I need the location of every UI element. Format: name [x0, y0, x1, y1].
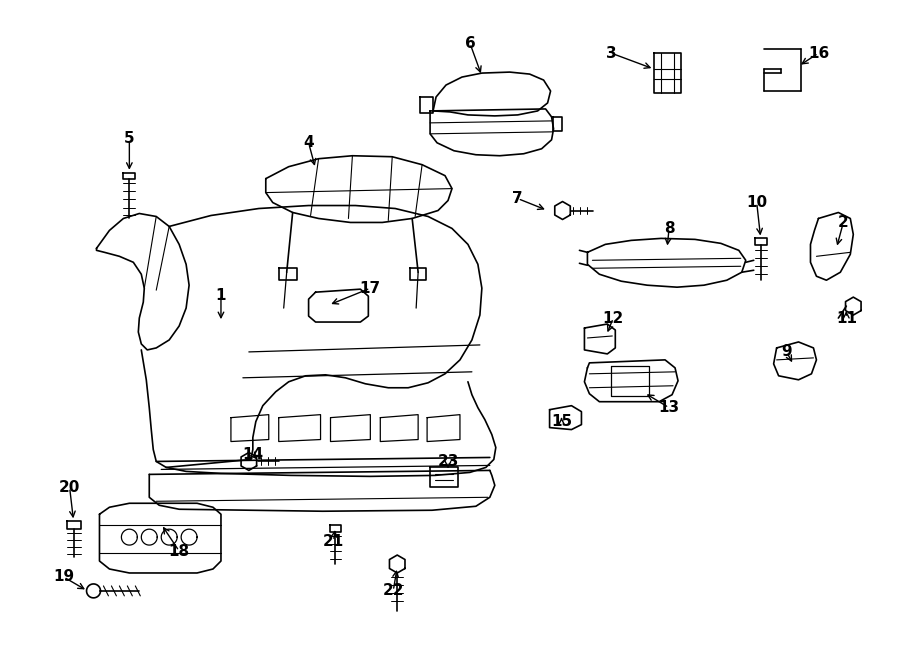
Text: 9: 9 — [781, 344, 792, 360]
Text: 7: 7 — [512, 191, 523, 206]
Text: 14: 14 — [242, 447, 264, 462]
Text: 21: 21 — [323, 533, 344, 549]
Text: 6: 6 — [464, 36, 475, 51]
Text: 20: 20 — [58, 480, 80, 495]
Text: 10: 10 — [746, 195, 768, 210]
Text: 22: 22 — [382, 584, 404, 598]
Text: 13: 13 — [659, 400, 680, 415]
Text: 15: 15 — [551, 414, 572, 429]
Text: 18: 18 — [168, 543, 190, 559]
Text: 17: 17 — [360, 281, 381, 295]
Text: 11: 11 — [836, 311, 857, 326]
Text: 5: 5 — [124, 132, 135, 146]
Text: 12: 12 — [603, 311, 624, 326]
Text: 19: 19 — [53, 570, 74, 584]
Text: 4: 4 — [303, 136, 314, 150]
Text: 8: 8 — [664, 221, 674, 236]
Text: 1: 1 — [216, 288, 226, 303]
Text: 16: 16 — [808, 46, 829, 61]
Text: 3: 3 — [606, 46, 616, 61]
Text: 2: 2 — [838, 215, 849, 230]
Text: 23: 23 — [437, 454, 459, 469]
